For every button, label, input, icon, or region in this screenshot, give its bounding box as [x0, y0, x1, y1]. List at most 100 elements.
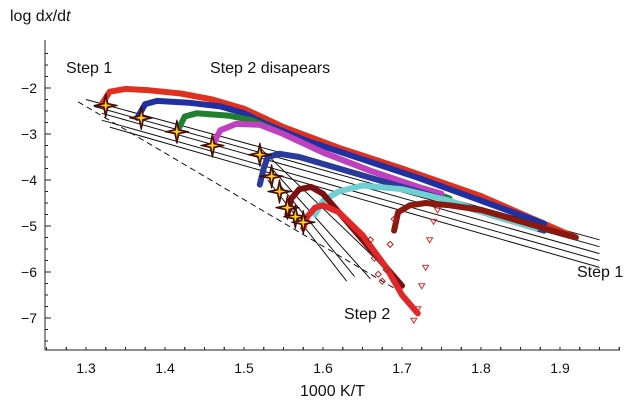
data-point — [478, 207, 484, 213]
x-tick-label: 1.3 — [76, 360, 96, 376]
onset-star-core — [297, 216, 310, 229]
data-point — [421, 264, 430, 272]
data-point — [374, 270, 383, 279]
data-point — [320, 202, 326, 208]
onset-star-core — [253, 148, 266, 161]
data-point — [360, 156, 365, 162]
x-tick-label: 1.9 — [550, 360, 570, 376]
annotation-step2-disappears: Step 2 disapears — [210, 60, 330, 77]
annotation-step2: Step 2 — [344, 306, 390, 323]
axes: −2 −3 −4 −5 −6 −7 1.3 1.4 1.5 1.6 1.7 1.8 1.9 — [21, 40, 620, 376]
data-point — [249, 117, 255, 123]
onset-star-core — [265, 170, 278, 183]
data-point — [320, 149, 326, 155]
data-point — [217, 127, 223, 133]
data-point — [366, 236, 375, 244]
x-tick-label: 1.6 — [313, 360, 333, 376]
data-point — [510, 216, 516, 222]
data-point — [573, 235, 579, 240]
data-point — [308, 184, 314, 190]
data-point — [257, 182, 263, 188]
series-layer — [93, 85, 579, 325]
data-point — [123, 86, 128, 92]
y-tick-label: −7 — [21, 310, 37, 326]
y-tick-label: −2 — [21, 80, 37, 96]
data-point — [391, 228, 397, 234]
data-point — [395, 209, 401, 215]
data-point — [217, 103, 223, 109]
onset-star-core — [99, 99, 112, 112]
annotations: Step 1 Step 2 disapears Step 1 Step 2 — [66, 60, 623, 323]
data-point — [225, 113, 231, 119]
onset-star-core — [135, 111, 148, 124]
reference-line — [271, 168, 371, 280]
reference-line — [101, 112, 600, 255]
x-tick-label: 1.5 — [234, 360, 254, 376]
onset-star-core — [170, 125, 183, 138]
reference-line — [77, 101, 395, 289]
data-point — [107, 89, 113, 95]
x-axis-label: 1000 K/T — [300, 383, 365, 400]
x-tick-label: 1.8 — [471, 360, 491, 376]
data-point — [382, 265, 390, 274]
data-point — [154, 98, 160, 104]
data-point — [296, 154, 302, 160]
data-point — [241, 110, 247, 116]
data-point — [415, 175, 421, 181]
data-point — [429, 218, 438, 226]
data-point — [409, 317, 418, 325]
data-point — [370, 254, 379, 262]
x-tick-label: 1.4 — [155, 360, 175, 376]
y-tick-label: −5 — [21, 218, 37, 234]
data-point — [360, 183, 365, 189]
data-point — [296, 186, 302, 192]
onset-star-core — [273, 185, 286, 198]
onset-star-core — [289, 210, 302, 223]
data-point — [257, 122, 263, 128]
data-point — [186, 100, 192, 106]
data-point — [261, 166, 267, 171]
annotation-step1-top: Step 1 — [66, 60, 112, 77]
data-point — [383, 179, 389, 185]
data-point — [386, 240, 394, 249]
data-point — [142, 101, 148, 107]
data-point — [336, 166, 342, 171]
data-point — [178, 91, 184, 97]
data-point — [415, 310, 421, 316]
data-point — [360, 232, 365, 238]
data-point — [209, 97, 215, 102]
data-point — [413, 306, 422, 313]
data-point — [320, 191, 326, 197]
data-point — [417, 283, 426, 290]
data-point — [312, 205, 318, 211]
series-line — [98, 85, 579, 241]
series-line — [391, 200, 579, 241]
data-point — [378, 277, 386, 285]
data-point — [146, 87, 152, 93]
y-axis-label: log dx/dt — [10, 8, 71, 25]
data-point — [423, 200, 429, 206]
data-point — [399, 186, 405, 192]
data-point — [367, 168, 373, 174]
data-point — [541, 225, 547, 231]
data-point — [182, 114, 188, 120]
reference-line — [109, 126, 600, 268]
onset-star-core — [206, 139, 219, 152]
y-tick-label: −6 — [21, 264, 37, 280]
data-point — [288, 195, 294, 201]
data-point — [399, 292, 405, 298]
series-line — [300, 202, 421, 317]
data-point — [336, 189, 342, 194]
data-point — [446, 202, 452, 208]
data-point — [336, 209, 342, 215]
y-tick-label: −4 — [21, 172, 37, 188]
data-point — [433, 207, 442, 214]
data-point — [194, 110, 200, 116]
x-tick-label: 1.7 — [392, 360, 412, 376]
data-point — [281, 131, 286, 137]
data-point — [407, 202, 413, 208]
y-tick-label: −3 — [21, 126, 37, 142]
data-point — [425, 237, 434, 244]
data-point — [478, 198, 484, 204]
